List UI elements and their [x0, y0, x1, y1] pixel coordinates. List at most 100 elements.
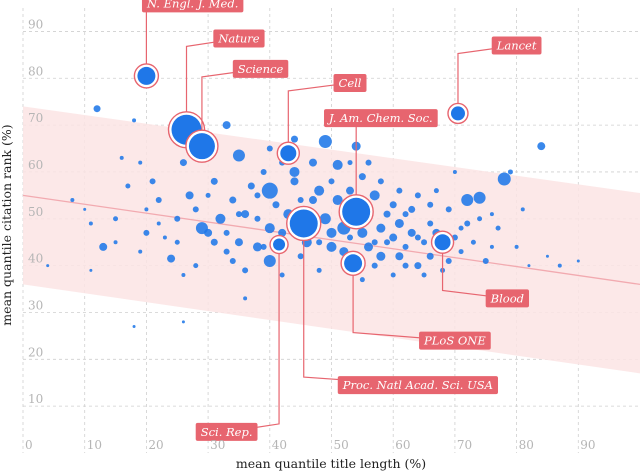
- data-point: [445, 257, 452, 264]
- data-point: [461, 194, 474, 207]
- data-point: [402, 211, 409, 218]
- highlight-point: [289, 209, 318, 238]
- x-axis-label: mean quantile title length (%): [236, 456, 426, 471]
- data-point: [389, 201, 397, 209]
- data-point: [507, 169, 513, 175]
- y-axis-label: mean quantile citation rank (%): [0, 124, 14, 325]
- annotation-label-box: [141, 0, 244, 13]
- data-point: [113, 240, 118, 245]
- data-point: [371, 239, 378, 246]
- annotation-label-box: [485, 289, 530, 308]
- data-point: [477, 216, 483, 222]
- data-point: [223, 248, 230, 255]
- data-point: [414, 192, 421, 199]
- annotation-label: J. Am. Chem. Soc.: [327, 111, 433, 125]
- data-point: [235, 211, 242, 218]
- highlight-point: [188, 133, 215, 160]
- data-point: [119, 155, 124, 160]
- data-point: [260, 168, 267, 175]
- y-tick-label: 70: [28, 111, 43, 125]
- x-tick-label: 50: [334, 438, 349, 452]
- data-point: [308, 158, 317, 167]
- data-point: [232, 149, 245, 162]
- data-point: [132, 118, 137, 123]
- highlight-point: [137, 66, 156, 85]
- data-point: [414, 234, 421, 241]
- y-tick-label: 30: [28, 298, 43, 312]
- data-point: [452, 169, 457, 174]
- annotation-leader: [145, 2, 193, 64]
- highlighted-points: [133, 63, 469, 276]
- data-point: [308, 196, 317, 205]
- data-point: [346, 186, 355, 195]
- data-point: [290, 177, 299, 186]
- annotation: Cell: [287, 73, 367, 143]
- data-point: [261, 182, 278, 199]
- data-point: [458, 249, 464, 255]
- data-point: [229, 196, 237, 204]
- data-point: [272, 201, 280, 209]
- y-tick-label: 10: [28, 392, 43, 406]
- data-point: [204, 228, 213, 237]
- data-point: [316, 239, 323, 246]
- data-point: [464, 220, 471, 227]
- data-point: [243, 296, 248, 301]
- annotation-label-box: [213, 29, 265, 48]
- data-point: [520, 207, 525, 212]
- annotation: N. Engl. J. Med.: [141, 0, 244, 64]
- annotation: Sci. Rep.: [195, 253, 280, 441]
- data-point: [297, 197, 304, 204]
- data-point: [143, 229, 150, 236]
- data-point: [394, 218, 404, 228]
- data-point: [125, 183, 131, 189]
- highlight-point: [280, 145, 297, 162]
- annotations: N. Engl. J. Med. Nature Science Cell J. Am. …: [141, 0, 542, 441]
- y-tick-label: 50: [28, 205, 43, 219]
- data-point: [297, 253, 304, 260]
- data-point: [174, 215, 181, 222]
- data-point: [260, 243, 267, 250]
- data-point: [88, 221, 93, 226]
- data-point: [426, 252, 434, 260]
- data-point: [527, 264, 531, 268]
- annotation-label-box: [195, 422, 258, 441]
- data-point: [365, 159, 372, 166]
- data-point: [70, 198, 75, 203]
- data-point: [328, 178, 335, 185]
- data-point: [93, 105, 101, 113]
- data-point: [254, 192, 261, 199]
- data-point: [545, 254, 549, 258]
- data-point: [279, 272, 285, 278]
- x-tick-label: 70: [457, 438, 472, 452]
- data-point: [222, 121, 231, 130]
- data-point: [181, 320, 185, 324]
- x-tick-label: 80: [519, 438, 534, 452]
- data-point: [278, 228, 287, 237]
- annotation-label: N. Engl. J. Med.: [146, 0, 238, 10]
- data-point: [358, 173, 366, 181]
- data-point: [192, 206, 199, 213]
- highlight-point: [450, 106, 465, 121]
- annotation-label: Sci. Rep.: [201, 425, 253, 439]
- x-tick-label: 90: [580, 438, 595, 452]
- data-point: [132, 325, 136, 329]
- data-point: [458, 225, 464, 231]
- y-tick-label: 90: [28, 17, 43, 31]
- data-point: [181, 273, 186, 277]
- data-points: [46, 105, 580, 329]
- x-tick-label: 10: [87, 438, 102, 452]
- data-point: [389, 233, 398, 242]
- data-point: [290, 135, 298, 143]
- x-tick-label: 0: [25, 438, 33, 452]
- data-point: [289, 166, 300, 177]
- data-point: [46, 264, 50, 268]
- x-tick-label: 40: [272, 438, 287, 452]
- data-point: [489, 244, 494, 249]
- x-tick-label: 60: [395, 438, 410, 452]
- annotation: Proc. Natl Acad. Sci. USA: [303, 240, 499, 395]
- annotation-label: PLoS ONE: [423, 334, 486, 348]
- data-point: [234, 238, 243, 247]
- data-point: [83, 207, 87, 211]
- annotation-leader: [287, 82, 351, 143]
